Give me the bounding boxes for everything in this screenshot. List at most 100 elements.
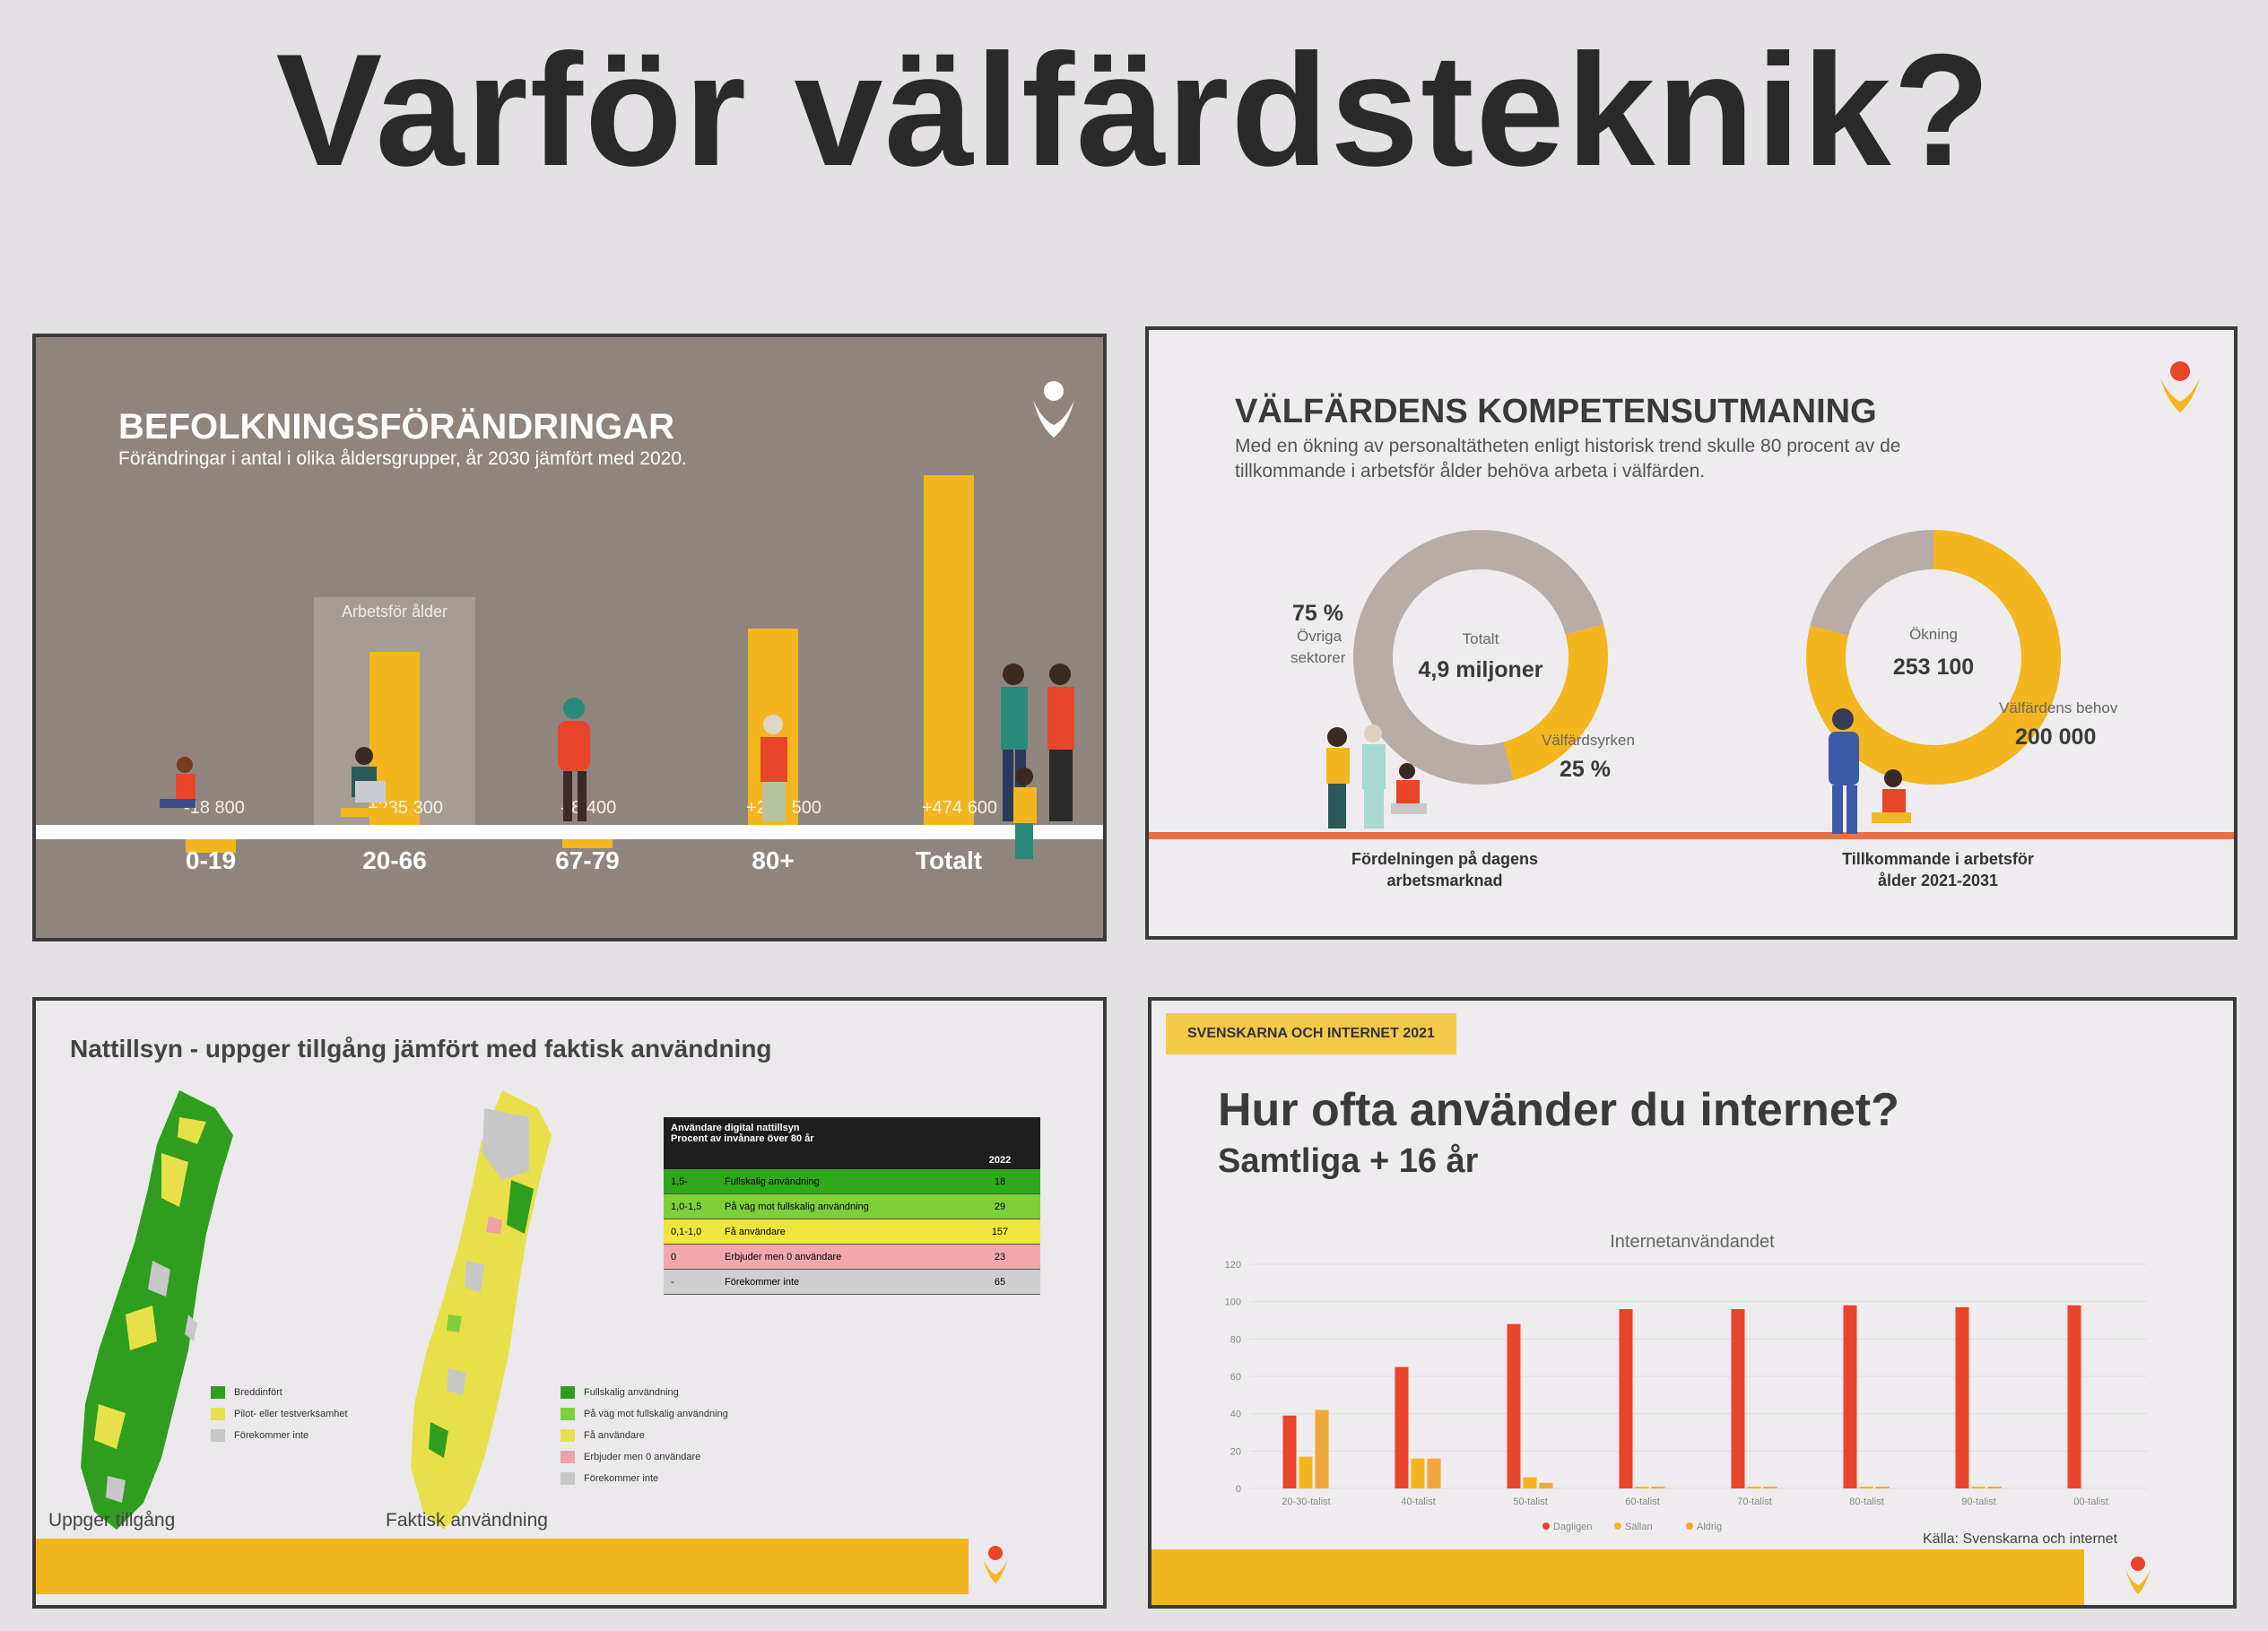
internet-bar-chart: 0 20 40 60 80 100 120 20-30-talist 40-talist 50-t… xyxy=(1225,1260,2147,1532)
donut1-pct-welfare: 25 % xyxy=(1560,757,1611,782)
legend-label: Förekommer inte xyxy=(234,1430,309,1441)
category-label: 80+ xyxy=(752,846,795,874)
panel3-footer xyxy=(36,1539,969,1594)
bar-Dagligen-4 xyxy=(1731,1309,1745,1488)
competence-challenge-panel: VÄLFÄRDENS KOMPETENSUTMANING Med en ökni… xyxy=(1145,326,2238,940)
donut2-center-label: Ökning xyxy=(1909,626,1958,643)
category-label: Totalt xyxy=(915,846,983,874)
elderly-figure-icon xyxy=(558,698,590,821)
bar-Dagligen-0 xyxy=(1282,1415,1297,1488)
skr-logo-icon xyxy=(2160,361,2200,412)
bar-Sällan-2 xyxy=(1523,1477,1537,1488)
legend-swatch xyxy=(560,1429,575,1442)
legend-label: På väg mot fullskalig användning xyxy=(584,1409,728,1419)
table-cell: 23 xyxy=(994,1251,1006,1262)
donut1-label-welfare: Välfärdsyrken xyxy=(1542,732,1635,749)
donut2-center-value: 253 100 xyxy=(1892,655,1975,680)
panel2-subtitle-line2: tillkommande i arbetsför ålder behöva ar… xyxy=(1235,461,1706,481)
legend-label: Dagligen xyxy=(1553,1522,1592,1532)
bar-Dagligen-5 xyxy=(1843,1305,1857,1488)
legend-swatch xyxy=(560,1386,575,1399)
table-cell: Fullskalig användning xyxy=(725,1176,820,1187)
donut-total xyxy=(1353,530,1608,785)
x-tick-label: 60-talist xyxy=(1625,1497,1660,1507)
panel4-footer xyxy=(1151,1549,2084,1605)
donut2-caption-1: Tillkommande i arbetsför xyxy=(1842,850,2034,868)
value-label: +474 600 xyxy=(922,798,997,818)
population-bar-67-79 xyxy=(562,839,613,848)
legend-label: Aldrig xyxy=(1697,1522,1722,1532)
legend-item: Få användare xyxy=(560,1429,645,1442)
panel1-title: BEFOLKNINGSFÖRÄNDRINGAR xyxy=(118,407,674,447)
donut1-pct-other: 75 % xyxy=(1292,601,1343,626)
table-cell: Erbjuder men 0 användare xyxy=(725,1251,842,1262)
family-figure-icon xyxy=(1001,664,1074,859)
table-row: 1,5- Fullskalig användning 18 xyxy=(664,1169,1040,1194)
panel4-subtitle: Samtliga + 16 år xyxy=(1218,1142,1479,1180)
legend-label: Pilot- eller testverksamhet xyxy=(234,1409,348,1419)
bar-Sällan-3 xyxy=(1635,1486,1649,1488)
donut1-center-label: Totalt xyxy=(1462,630,1499,647)
old-figure-icon xyxy=(760,715,787,821)
table-cell: 1,0-1,5 xyxy=(671,1201,702,1212)
value-label: - 8 400 xyxy=(560,798,617,818)
adult-laptop-figure-icon xyxy=(341,747,395,817)
legend-label: Få användare xyxy=(584,1430,645,1441)
population-bar-Totalt xyxy=(924,475,974,825)
panel2-floor xyxy=(1149,832,2234,839)
legend-label: Fullskalig användning xyxy=(584,1387,679,1398)
table-cell: 0 xyxy=(671,1251,677,1262)
donut1-caption-1: Fördelningen på dagens xyxy=(1351,850,1539,868)
x-tick-label: 00-talist xyxy=(2073,1497,2108,1507)
category-label: 0-19 xyxy=(185,846,237,874)
x-tick-label: 90-talist xyxy=(1961,1497,1996,1507)
category-label: 20-66 xyxy=(362,846,427,874)
skr-logo-icon xyxy=(2125,1557,2151,1594)
legend-swatch xyxy=(560,1451,575,1463)
bar-Aldrig-6 xyxy=(1987,1486,2002,1488)
skr-logo-icon xyxy=(1033,381,1074,438)
people-group-icon xyxy=(1326,724,1427,829)
bar-Sällan-0 xyxy=(1299,1456,1313,1488)
bar-Aldrig-0 xyxy=(1315,1410,1329,1488)
legend-dot xyxy=(1614,1523,1621,1530)
bar-Aldrig-2 xyxy=(1539,1482,1553,1488)
legend-item: Förekommer inte xyxy=(211,1429,308,1442)
legend-label: Förekommer inte xyxy=(584,1473,659,1484)
donut1-center-value: 4,9 miljoner xyxy=(1418,657,1543,682)
category-label: 67-79 xyxy=(555,846,620,874)
usage-table: Användare digital nattillsyn Procent av … xyxy=(664,1117,1040,1295)
map2-caption: Faktisk användning xyxy=(386,1510,548,1531)
table-cell: 65 xyxy=(994,1276,1006,1288)
bar-Sällan-6 xyxy=(1971,1486,1986,1488)
x-tick-label: 50-talist xyxy=(1513,1497,1548,1507)
population-bar-0-19 xyxy=(186,839,236,854)
legend-item: Pilot- eller testverksamhet xyxy=(211,1408,348,1420)
table-cell: 0,1-1,0 xyxy=(671,1226,702,1237)
table-cell: Förekommer inte xyxy=(725,1276,800,1288)
legend-dot xyxy=(1542,1523,1550,1530)
y-tick-label: 120 xyxy=(1225,1260,1241,1271)
table-row: 0 Erbjuder men 0 användare 23 xyxy=(664,1245,1040,1270)
donut1-caption-2: arbetsmarknad xyxy=(1386,872,1503,889)
legend-item: Breddinfört xyxy=(211,1386,282,1399)
value-label: -18 800 xyxy=(184,798,245,818)
people-pair-icon xyxy=(1829,708,1911,834)
panel4-title: Hur ofta använder du internet? xyxy=(1218,1084,1899,1136)
legend-item: Fullskalig användning xyxy=(560,1386,679,1399)
donut1-label-other-1: Övriga xyxy=(1297,628,1343,645)
table-cell: Få användare xyxy=(725,1226,786,1237)
bar-Sällan-5 xyxy=(1859,1486,1873,1488)
sweden-map-access xyxy=(81,1090,233,1530)
y-tick-label: 100 xyxy=(1225,1297,1241,1308)
y-tick-label: 0 xyxy=(1236,1484,1241,1495)
panel2-title: VÄLFÄRDENS KOMPETENSUTMANING xyxy=(1235,393,1877,430)
bar-Sällan-4 xyxy=(1747,1486,1761,1488)
bar-Sällan-1 xyxy=(1411,1458,1425,1488)
legend-item: På väg mot fullskalig användning xyxy=(560,1408,728,1420)
table-year: 2022 xyxy=(988,1155,1012,1166)
bar-Dagligen-7 xyxy=(2067,1305,2081,1488)
y-tick-label: 40 xyxy=(1230,1410,1241,1420)
bar-Dagligen-6 xyxy=(1955,1306,1969,1488)
panel3-title: Nattillsyn - uppger tillgång jämfört med… xyxy=(70,1035,772,1063)
